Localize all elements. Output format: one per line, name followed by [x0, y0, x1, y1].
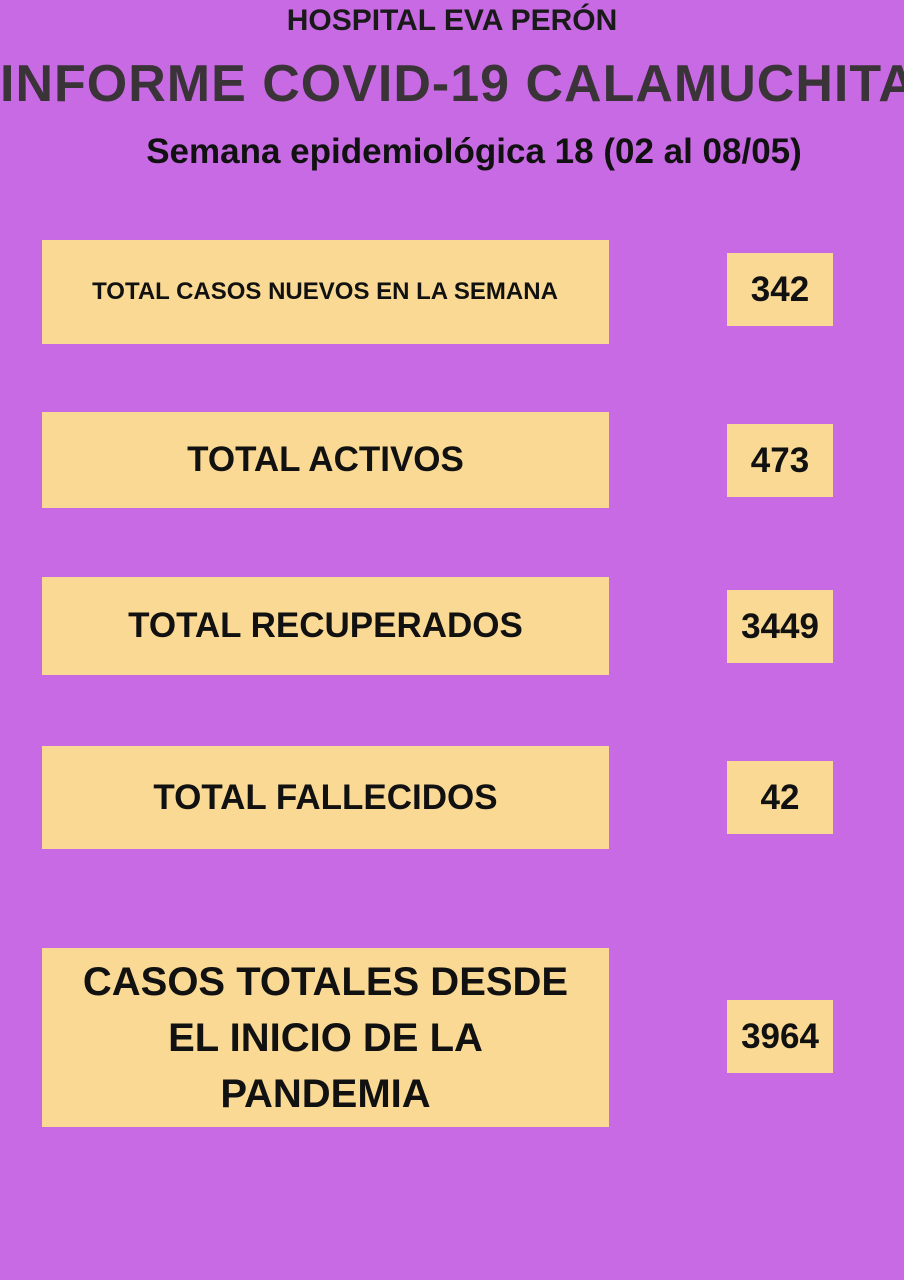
- report-subtitle: Semana epidemiológica 18 (02 al 08/05): [146, 132, 802, 171]
- stat-value-new-cases: 342: [727, 253, 833, 326]
- report-title: INFORME COVID-19 CALAMUCHITA: [0, 55, 904, 113]
- stat-value-total-cases: 3964: [727, 1000, 833, 1073]
- stat-label-active: TOTAL ACTIVOS: [42, 412, 609, 508]
- stat-value-deceased: 42: [727, 761, 833, 834]
- stat-value-recovered: 3449: [727, 590, 833, 663]
- stat-label-deceased: TOTAL FALLECIDOS: [42, 746, 609, 849]
- stat-value-active: 473: [727, 424, 833, 497]
- hospital-name: HOSPITAL EVA PERÓN: [286, 4, 618, 37]
- stat-label-new-cases: TOTAL CASOS NUEVOS EN LA SEMANA: [42, 240, 609, 344]
- stat-label-total-cases: CASOS TOTALES DESDE EL INICIO DE LA PAND…: [42, 948, 609, 1127]
- stat-label-recovered: TOTAL RECUPERADOS: [42, 577, 609, 675]
